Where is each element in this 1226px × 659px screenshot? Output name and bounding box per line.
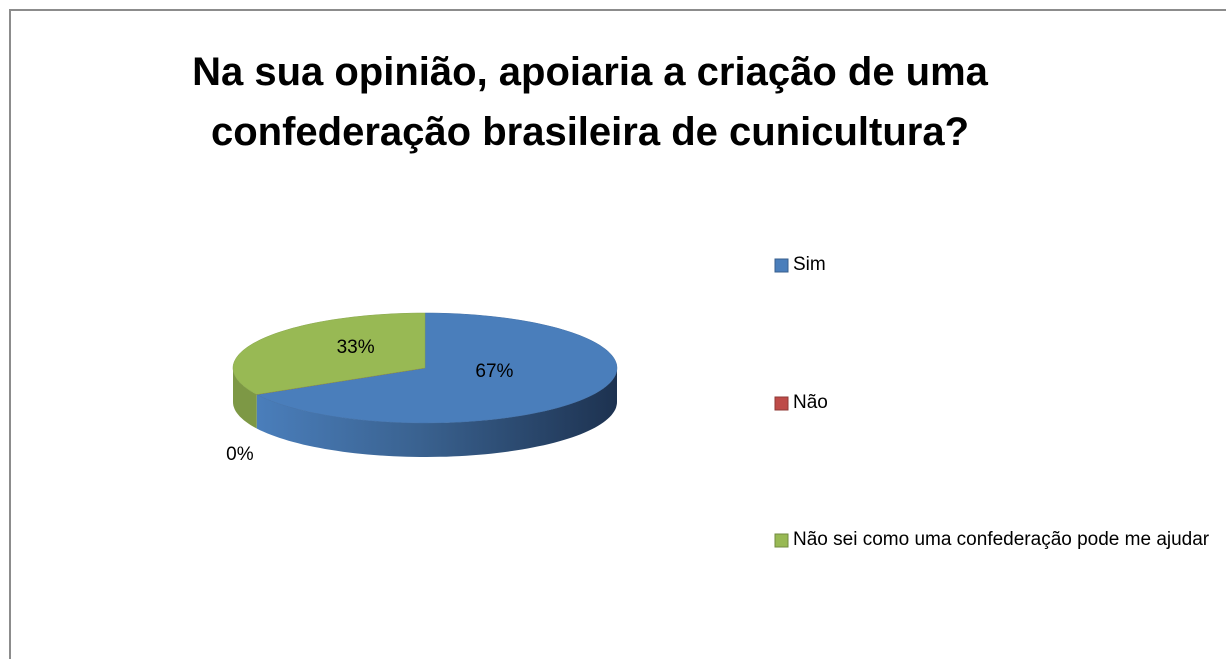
chart-frame: [9, 9, 1226, 659]
legend-swatch: [774, 396, 789, 411]
slice-side: [233, 368, 257, 429]
legend-label: Não sei como uma confederação pode me aj…: [793, 529, 1210, 550]
slice: [255, 312, 618, 424]
legend-swatch: [774, 533, 789, 548]
legend-label: Sim: [793, 254, 826, 275]
slice: [232, 312, 426, 395]
data-label: 67%: [475, 361, 513, 382]
data-label: 0%: [226, 444, 254, 465]
legend-swatch: [774, 258, 789, 273]
legend-label: Não: [793, 392, 828, 413]
chart-title: Na sua opinião, apoiaria a criação de um…: [192, 50, 988, 154]
slice-side: [256, 368, 617, 457]
data-label: 33%: [337, 337, 375, 358]
